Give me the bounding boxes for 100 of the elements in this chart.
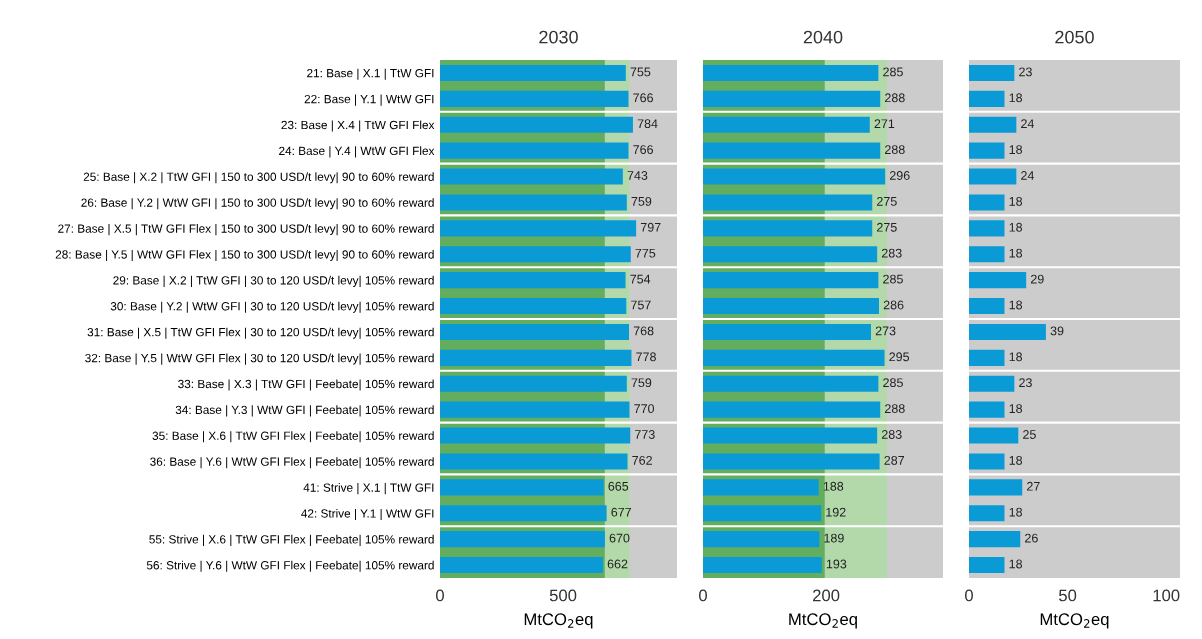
- bar: [969, 298, 1005, 315]
- bar: [440, 90, 629, 107]
- bar: [703, 323, 871, 340]
- x-axis-title: MtCO$_{2}$eq: [1040, 613, 1109, 629]
- data-label: 759: [631, 196, 652, 206]
- data-label: 283: [881, 248, 902, 258]
- data-label: 271: [874, 119, 895, 128]
- data-label: 662: [607, 559, 628, 569]
- chart-title: 2050: [1055, 30, 1094, 44]
- bar: [440, 427, 631, 444]
- bar: [703, 272, 879, 289]
- data-label: 778: [636, 352, 656, 362]
- data-label: 18: [1009, 196, 1023, 206]
- data-label: 288: [885, 404, 905, 414]
- bar: [703, 453, 880, 470]
- data-label: 27: [1027, 481, 1040, 491]
- data-label: 273: [875, 326, 896, 336]
- x-tick-label: 100: [1153, 589, 1180, 602]
- bar: [703, 194, 873, 211]
- y-tick-label: 56: Strive | Y.6 | WtW GFI Flex | Feebate| 105% reward: [146, 560, 434, 572]
- bar: [703, 246, 878, 263]
- bar: [703, 90, 881, 107]
- data-label: 773: [635, 430, 655, 439]
- y-tick-label: 33: Base | X.3 | TtW GFI | Feebate| 105% reward: [178, 379, 434, 391]
- bar: [440, 349, 632, 366]
- data-label: 295: [889, 352, 910, 362]
- data-label: 193: [826, 559, 847, 569]
- bar: [440, 505, 607, 522]
- bar: [969, 168, 1017, 185]
- data-label: 797: [640, 222, 661, 232]
- data-label: 770: [634, 404, 655, 414]
- data-label: 768: [633, 326, 654, 336]
- data-label: 18: [1009, 93, 1023, 103]
- data-label: 759: [631, 378, 652, 388]
- x-tick-label: 0: [436, 589, 444, 602]
- data-label: 18: [1009, 222, 1023, 232]
- bar: [440, 272, 626, 289]
- bar: [969, 142, 1005, 159]
- y-tick-label: 23: Base | X.4 | TtW GFI Flex: [281, 120, 435, 132]
- bar: [440, 375, 627, 392]
- y-tick-label: 41: Strive | X.1 | TtW GFI: [303, 483, 434, 495]
- bar: [969, 220, 1005, 237]
- bar: [969, 427, 1019, 444]
- bar: [703, 298, 879, 315]
- y-tick-label: 28: Base | Y.5 | WtW GFI Flex | 150 to 300 USD/t levy| 90 to 60% reward: [55, 249, 434, 262]
- data-label: 18: [1009, 145, 1023, 155]
- data-label: 275: [877, 222, 897, 232]
- bar: [969, 90, 1005, 107]
- data-label: 18: [1009, 300, 1023, 310]
- y-tick-label: 42: Strive | Y.1 | WtW GFI: [301, 508, 434, 521]
- bar: [969, 323, 1046, 340]
- data-label: 23: [1019, 67, 1032, 77]
- data-label: 285: [883, 67, 903, 77]
- data-label: 296: [889, 171, 910, 180]
- bar: [703, 505, 822, 522]
- y-tick-label: 34: Base | Y.3 | WtW GFI | Feebate| 105% reward: [175, 405, 434, 417]
- data-label: 29: [1030, 274, 1044, 284]
- bar: [440, 116, 633, 133]
- bar: [969, 194, 1005, 211]
- bar: [969, 116, 1017, 133]
- y-tick-label: 36: Base | Y.6 | WtW GFI Flex | Feebate| 105% reward: [150, 457, 434, 469]
- data-label: 18: [1009, 455, 1023, 465]
- data-label: 24: [1021, 119, 1035, 128]
- x-axis-title: MtCO$_{2}$eq: [789, 613, 857, 629]
- x-tick-label: 500: [549, 589, 577, 602]
- bar: [969, 375, 1015, 392]
- data-label: 189: [824, 533, 844, 543]
- y-tick-label: 32: Base | Y.5 | WtW GFI Flex | 30 to 120 USD/t levy| 105% reward: [85, 353, 434, 365]
- data-label: 26: [1025, 533, 1038, 543]
- bar: [703, 220, 873, 237]
- bar: [703, 479, 819, 496]
- bar: [440, 479, 604, 496]
- data-label: 287: [884, 455, 905, 465]
- data-label: 762: [632, 455, 652, 465]
- data-label: 677: [611, 507, 632, 517]
- data-label: 288: [885, 93, 905, 103]
- bar: [703, 375, 879, 392]
- bar: [440, 194, 627, 211]
- data-label: 766: [633, 93, 653, 103]
- data-label: 25: [1023, 430, 1036, 439]
- bar: [703, 427, 878, 444]
- bar: [440, 298, 627, 315]
- bar: [703, 531, 820, 548]
- bar: [440, 64, 626, 81]
- x-tick-label: 50: [1059, 589, 1077, 602]
- bar: [969, 64, 1015, 81]
- data-label: 18: [1009, 248, 1023, 258]
- data-label: 18: [1009, 559, 1023, 569]
- y-tick-label: 22: Base | Y.1 | WtW GFI: [304, 94, 434, 106]
- data-label: 285: [883, 378, 903, 388]
- bar: [703, 64, 879, 81]
- y-tick-label: 27: Base | X.5 | TtW GFI Flex | 150 to 300 USD/t levy| 90 to 60% reward: [58, 224, 434, 236]
- x-tick-label: 0: [965, 589, 973, 602]
- data-label: 24: [1021, 171, 1035, 180]
- data-label: 188: [823, 481, 844, 491]
- data-label: 275: [877, 196, 897, 206]
- y-tick-label: 25: Base | X.2 | TtW GFI | 150 to 300 USD/t levy| 90 to 60% reward: [83, 172, 434, 184]
- bar: [440, 453, 628, 470]
- bar: [440, 142, 629, 159]
- chart-title: 2030: [539, 30, 578, 44]
